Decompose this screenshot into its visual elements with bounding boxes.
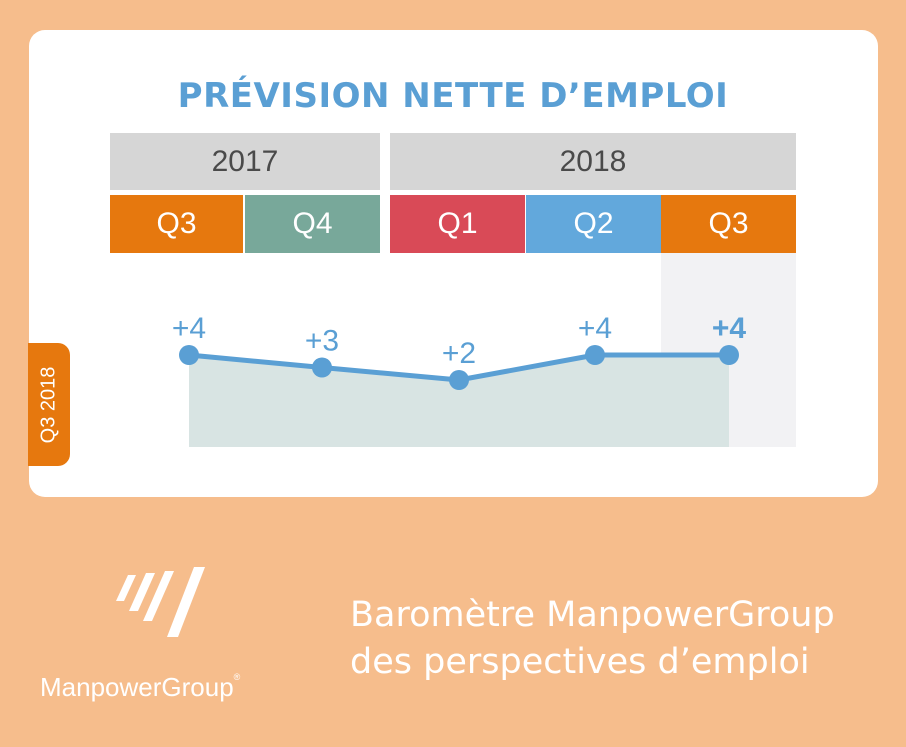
quarter-q3-2018: Q3: [661, 195, 796, 253]
data-label: +4: [712, 312, 747, 345]
data-label: +2: [442, 337, 476, 370]
tagline-line-2: des perspectives d’emploi: [350, 642, 810, 682]
brand-text: ManpowerGroup: [40, 672, 234, 702]
data-point: [179, 345, 199, 365]
tagline: Baromètre ManpowerGroup des perspectives…: [350, 592, 835, 686]
registered-mark: ®: [233, 672, 241, 682]
quarter-q1-2018: Q1: [390, 195, 525, 253]
data-label: +3: [305, 325, 339, 358]
year-header-2018: 2018: [390, 133, 796, 190]
quarter-q2-2018: Q2: [526, 195, 661, 253]
data-label: +4: [578, 312, 612, 345]
data-label: +4: [172, 312, 206, 345]
data-point: [585, 345, 605, 365]
side-tab-label: Q3 2018: [37, 366, 60, 443]
chart-title: PRÉVISION NETTE D’EMPLOI: [177, 76, 729, 116]
quarter-q4-2017: Q4: [245, 195, 380, 253]
tagline-line-1: Baromètre ManpowerGroup: [350, 595, 835, 635]
data-point: [719, 345, 739, 365]
year-header-2017: 2017: [110, 133, 380, 190]
data-point: [312, 357, 332, 378]
brand-name: ManpowerGroup®: [40, 672, 240, 703]
side-tab: Q3 2018: [28, 343, 70, 466]
manpower-logo-icon: [112, 565, 212, 646]
quarter-q3-2017: Q3: [110, 195, 243, 253]
area-fill: [189, 355, 729, 447]
data-point: [449, 370, 469, 390]
